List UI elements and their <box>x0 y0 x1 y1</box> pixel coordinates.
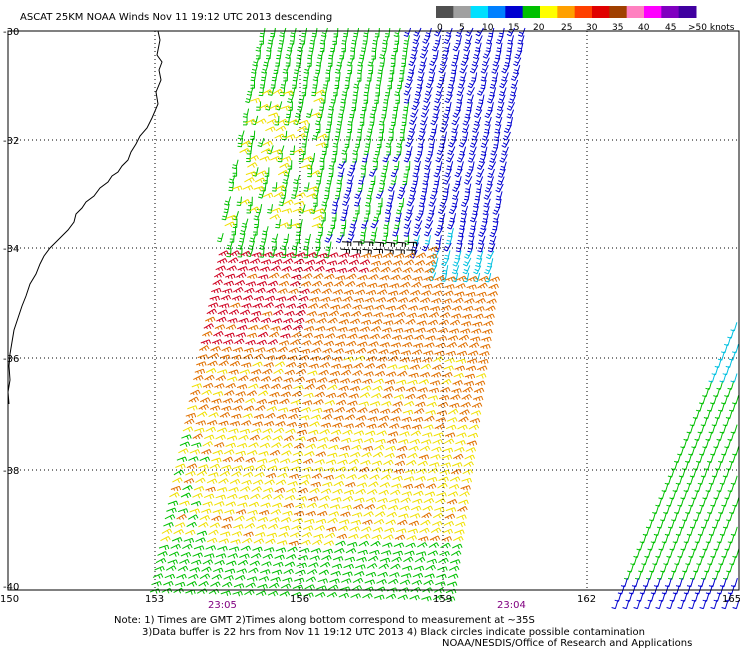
legend-tick-label: 5 <box>459 23 465 33</box>
legend-swatch <box>470 6 489 18</box>
legend-swatch <box>644 6 662 18</box>
legend-tick-label: 40 <box>638 23 650 33</box>
footer-note-2: 3)Data buffer is 22 hrs from Nov 11 19:1… <box>142 627 645 638</box>
coastline <box>7 30 163 405</box>
lat-label: -40 <box>3 582 19 593</box>
wind-barb-group <box>149 27 740 602</box>
time-label: 23:04 <box>497 600 526 611</box>
legend-swatch <box>436 6 454 18</box>
legend-tick-label: 0 <box>437 23 443 33</box>
legend-swatch <box>678 6 697 18</box>
legend-swatch <box>626 6 645 18</box>
wind-barb-group <box>413 227 739 383</box>
lat-label: -34 <box>3 244 19 255</box>
legend-tick-label: 25 <box>561 23 572 33</box>
legend-swatch <box>557 6 576 18</box>
legend-tick-label: 20 <box>533 23 545 33</box>
lat-label: -36 <box>3 354 19 365</box>
legend-tick-label: 15 <box>508 23 519 33</box>
lat-label: -32 <box>3 136 19 147</box>
legend-swatch <box>505 6 524 18</box>
legend-swatch <box>540 6 558 18</box>
legend-swatch <box>522 6 541 18</box>
footer-note-1: Note: 1) Times are GMT 2)Times along bot… <box>114 615 535 626</box>
lon-label: 153 <box>145 594 164 605</box>
legend-tick-label: 35 <box>612 23 623 33</box>
legend-swatch <box>592 6 610 18</box>
wind-barbs <box>149 27 740 610</box>
wind-barb-group <box>160 88 487 546</box>
lon-label: 162 <box>577 594 596 605</box>
legend-swatch <box>661 6 680 18</box>
lat-label: -30 <box>3 27 19 38</box>
wind-barb-group <box>324 27 740 610</box>
color-legend: 0 5 10 15 20 25 30 35 40 45 >50 knots <box>436 6 735 33</box>
map-frame <box>7 30 740 591</box>
map-title: ASCAT 25KM NOAA Winds Nov 11 19:12 UTC 2… <box>20 12 332 23</box>
lat-label: -38 <box>3 466 19 477</box>
wind-barb-group <box>200 250 371 346</box>
legend-swatch <box>609 6 628 18</box>
legend-tick-label: 30 <box>586 23 598 33</box>
lon-label: 156 <box>290 594 309 605</box>
legend-swatch <box>488 6 506 18</box>
wind-barb-group <box>170 246 501 547</box>
legend-tick-label: 45 <box>665 23 676 33</box>
legend-swatch <box>574 6 593 18</box>
legend-swatch <box>453 6 472 18</box>
lon-label: 165 <box>722 594 740 605</box>
footer-credit: NOAA/NESDIS/Office of Research and Appli… <box>442 638 693 649</box>
lon-label: 159 <box>433 594 452 605</box>
time-label: 23:05 <box>208 600 237 611</box>
wind-barb-group <box>340 241 417 255</box>
legend-tick-label: 10 <box>482 23 494 33</box>
legend-tick-label: >50 knots <box>688 23 735 33</box>
lon-label: 150 <box>0 594 19 605</box>
